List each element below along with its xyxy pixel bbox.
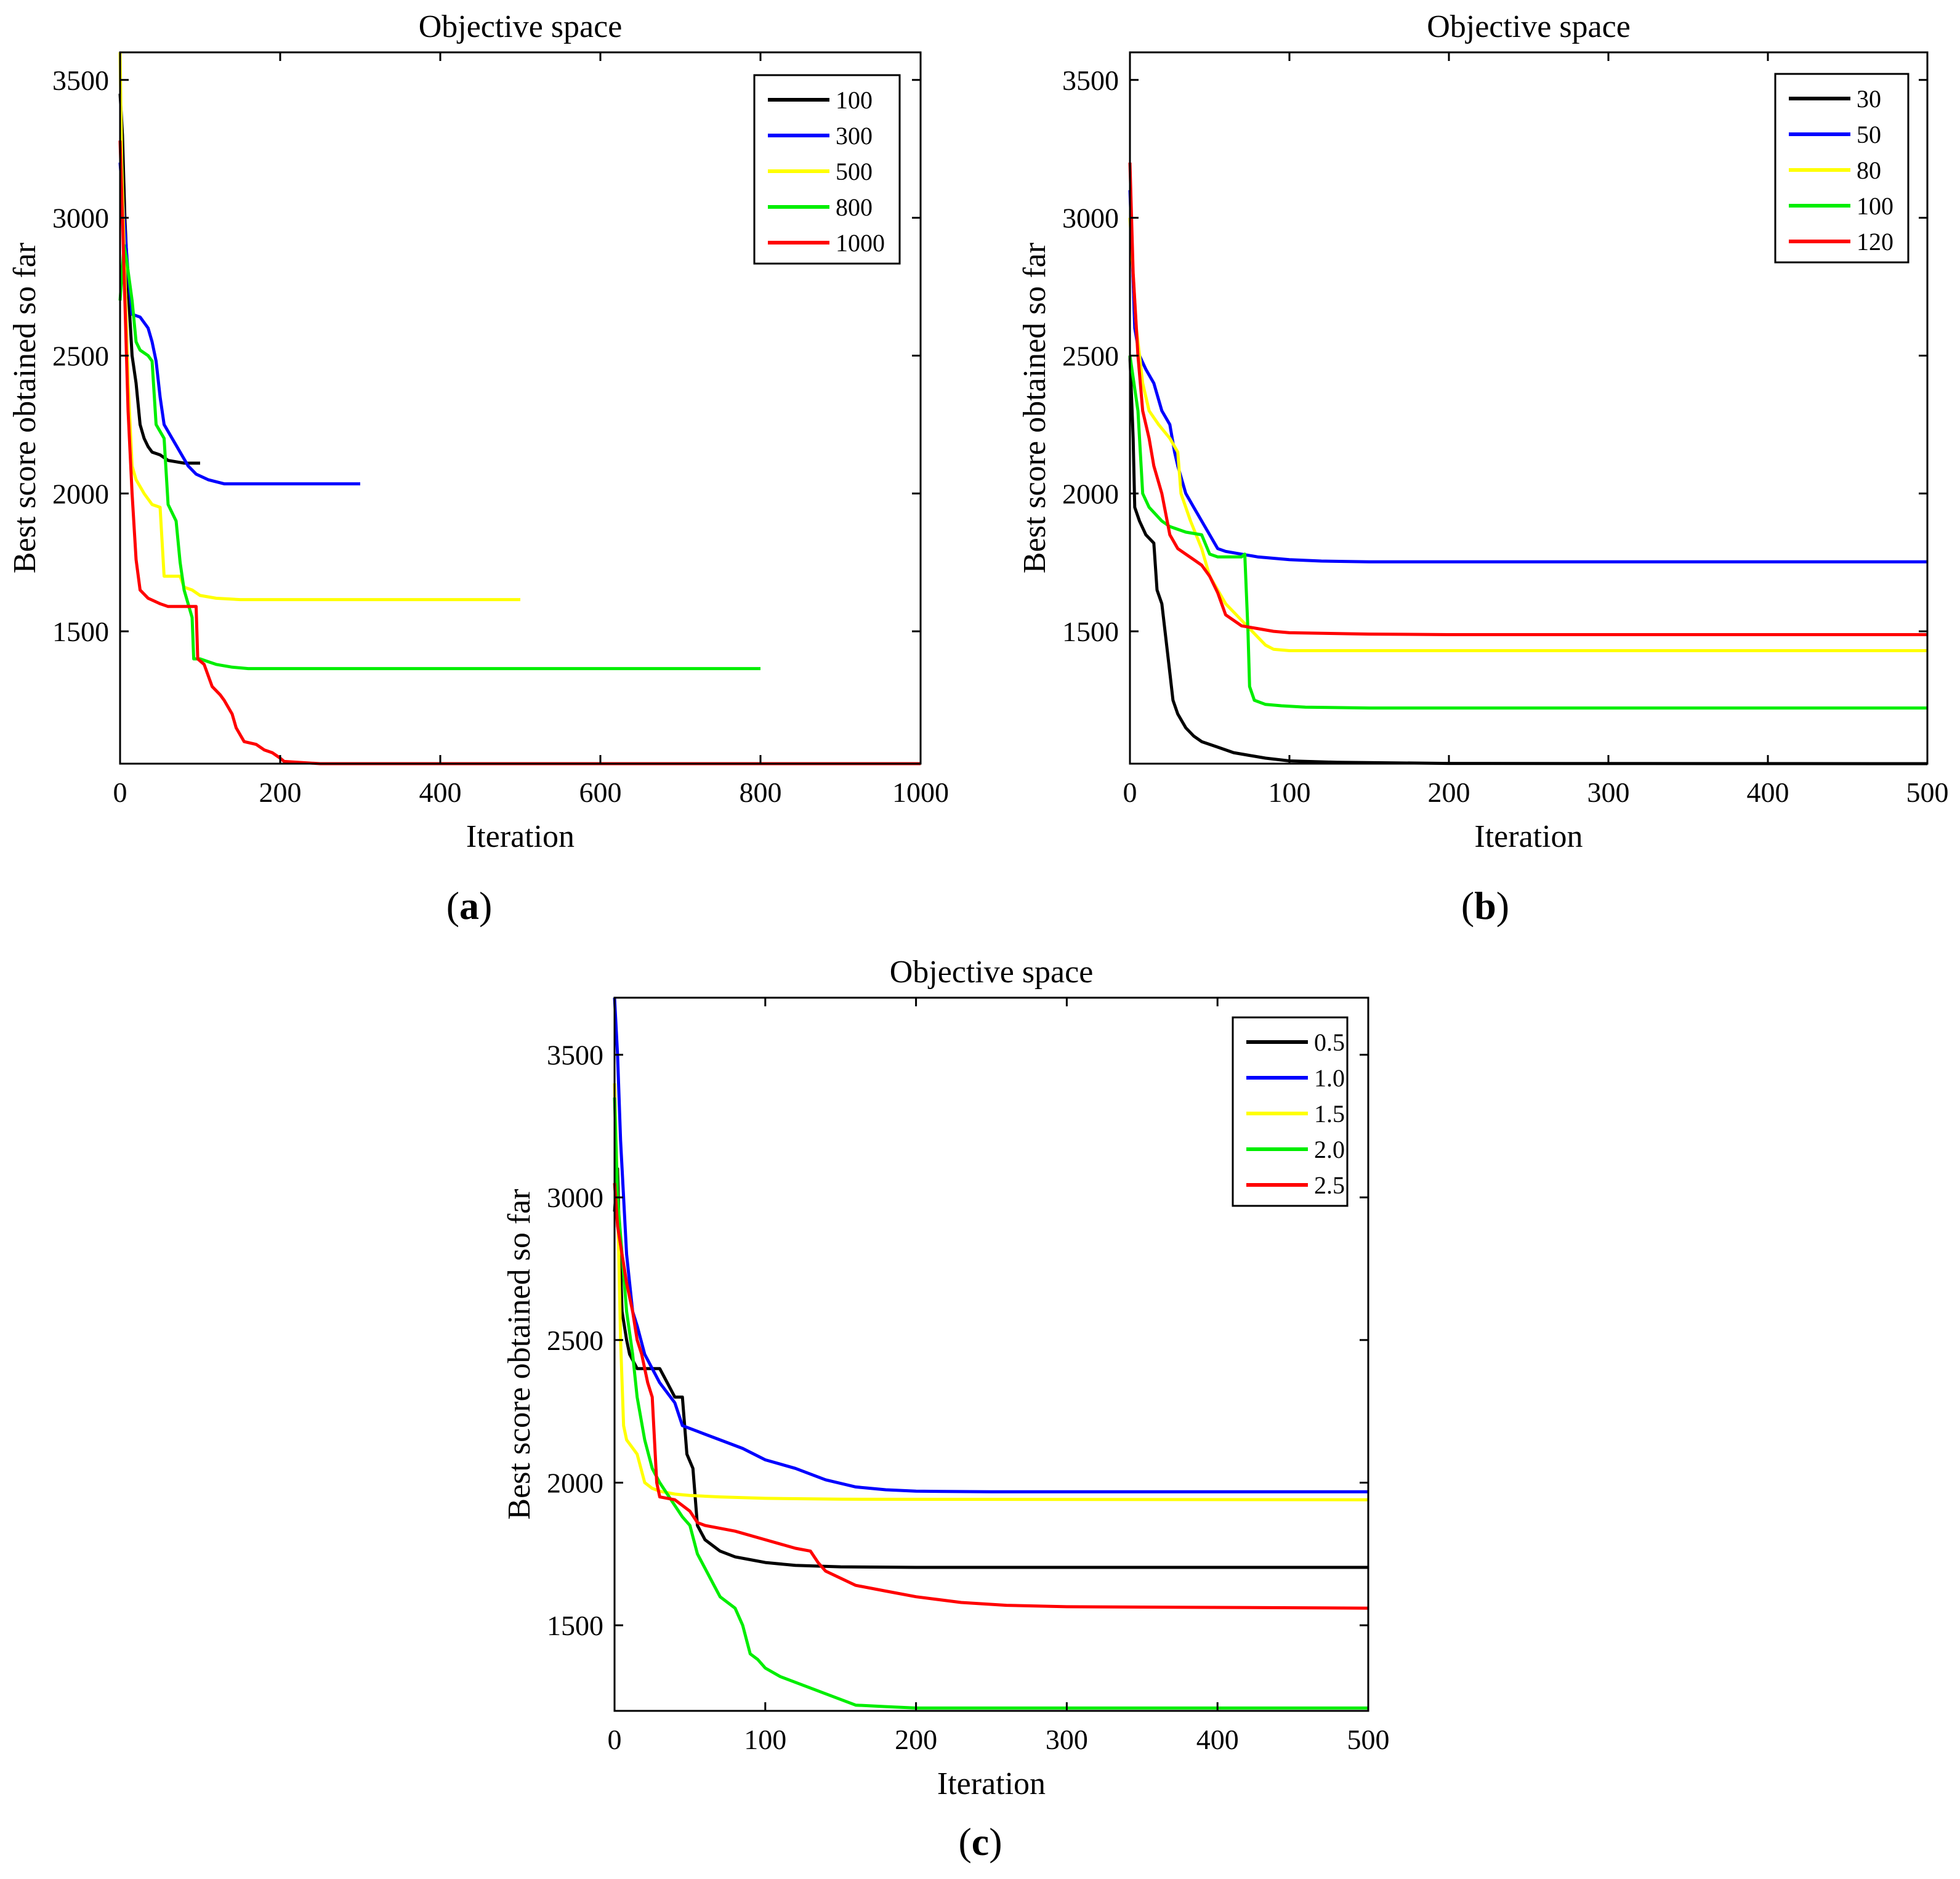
legend-label-500: 500 [836,158,873,185]
chart-panel-a: Objective space 0 200 400 600 800 1000 1500 2000… [7,9,949,854]
y-tick-label: 3500 [1062,65,1119,96]
x-tick-label: 200 [895,1724,937,1755]
y-tick-label: 3000 [547,1182,603,1213]
legend-label-1.5: 1.5 [1314,1100,1345,1128]
legend: 0.5 1.0 1.5 2.0 2.5 [1232,1016,1349,1207]
y-tick-label: 1500 [547,1610,603,1641]
y-tick-label: 1500 [1062,616,1119,647]
x-tick-label: 600 [579,777,622,808]
legend-label-300: 300 [836,122,873,150]
legend-label-2.5: 2.5 [1314,1171,1345,1199]
series-line-30 [1128,355,1928,766]
y-tick-label: 3000 [1062,203,1119,234]
series-line-1.5 [613,1083,1369,1501]
y-tick-label: 2500 [1062,340,1119,371]
x-tick-label: 800 [740,777,782,808]
legend-label-2.0: 2.0 [1314,1136,1345,1163]
axes-frame [613,996,1369,1712]
y-tick-label: 2000 [1062,478,1119,509]
series-line-2.0 [613,1097,1368,1710]
legend-label-120: 120 [1857,228,1893,256]
x-tick-label: 300 [1587,777,1630,808]
y-axis-label: Best score obtained so far [502,1189,537,1519]
x-tick-label: 0 [1123,777,1137,808]
x-tick-label: 100 [744,1724,786,1755]
series-line-800 [118,243,760,671]
x-tick-label: 300 [1046,1724,1088,1755]
y-tick-label: 2500 [52,340,109,371]
legend-label-1.0: 1.0 [1314,1064,1345,1092]
x-tick-label: 400 [1747,777,1789,808]
series-line-2.5 [613,1182,1369,1610]
x-tick-label: 400 [419,777,462,808]
chart-title: Objective space [419,9,623,44]
legend: 100 300 500 800 1000 [753,74,901,265]
panel-label-a: (a) [446,884,493,927]
y-tick-label: 3500 [547,1040,603,1071]
y-tick-label: 2500 [547,1325,603,1356]
legend-label-800: 800 [836,193,873,221]
panel-label-b: (b) [1461,884,1509,927]
x-tick-label: 200 [259,777,302,808]
y-tick-label: 2000 [547,1467,603,1498]
x-tick-label: 0 [113,777,127,808]
series-line-1.0 [613,997,1368,1493]
legend: 30 50 80 100 120 [1774,73,1910,264]
chart-panel-c: Objective space 0 100 200 300 400 500 1500 2000 2… [502,955,1390,1801]
x-tick-label: 500 [1906,777,1949,808]
y-tick-label: 3500 [52,65,109,96]
legend-label-100: 100 [836,86,873,114]
series-line-50 [1128,190,1927,564]
legend-label-0.5: 0.5 [1314,1028,1345,1056]
x-tick-label: 0 [608,1724,622,1755]
y-tick-label: 3000 [52,203,109,234]
axes-frame [1129,51,1929,765]
y-axis-label: Best score obtained so far [1017,243,1052,573]
x-tick-label: 400 [1196,1724,1239,1755]
y-axis-label: Best score obtained so far [7,243,42,573]
series-line-1000 [118,140,921,766]
chart-title: Objective space [890,955,1094,990]
x-tick-label: 200 [1428,777,1470,808]
legend-label-100: 100 [1857,192,1893,220]
x-axis-label: Iteration [937,1766,1046,1801]
panel-label-c: (c) [958,1820,1002,1864]
series-line-100 [1128,355,1927,710]
axes-frame [119,51,922,765]
y-tick-label: 2000 [52,478,109,509]
x-axis-label: Iteration [466,819,575,854]
x-tick-label: 100 [1268,777,1311,808]
series-line-120 [1128,163,1927,636]
x-axis-label: Iteration [1474,819,1583,854]
x-tick-label: 500 [1347,1724,1390,1755]
legend-label-30: 30 [1857,85,1881,113]
chart-title: Objective space [1427,9,1631,44]
chart-panel-b: Objective space 0 100 200 300 400 500 1500 2000 2… [1017,9,1949,854]
x-tick-label: 1000 [892,777,949,808]
legend-label-1000: 1000 [836,229,885,257]
legend-label-50: 50 [1857,121,1881,148]
legend-label-80: 80 [1857,156,1881,184]
y-tick-label: 1500 [52,616,109,647]
